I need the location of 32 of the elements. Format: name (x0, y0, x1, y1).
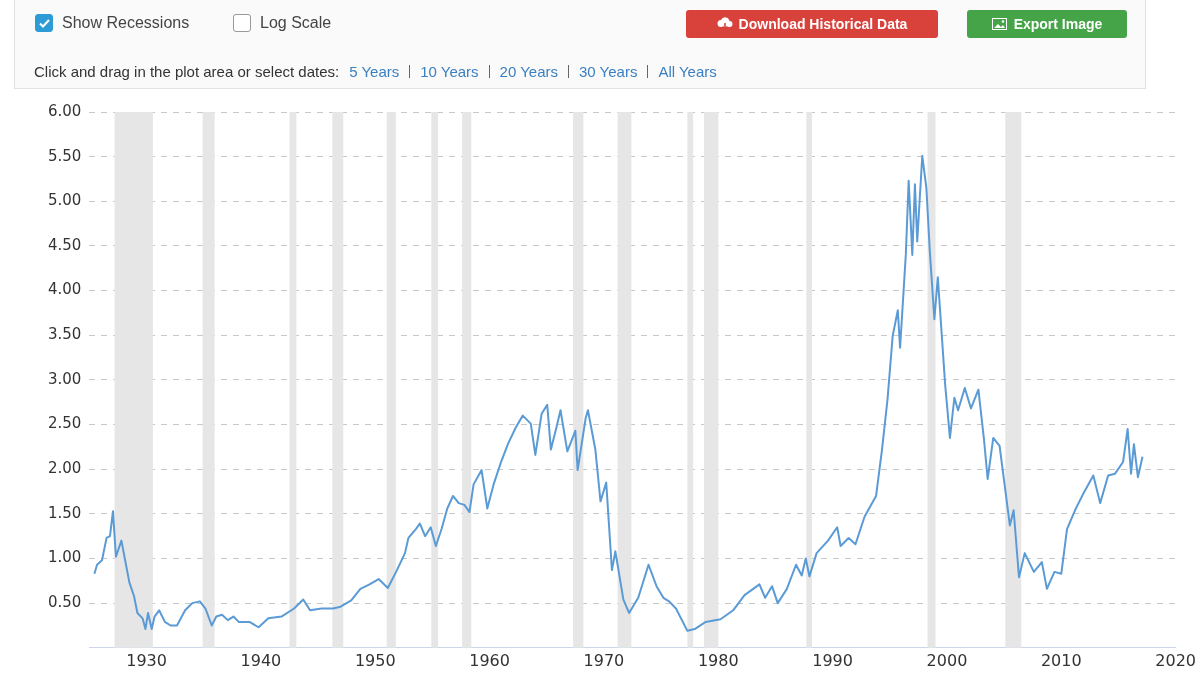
text: Export Image (1013, 16, 1103, 32)
y-tick-label: 6.00 (47, 101, 82, 120)
x-tick-label: 2020 (1155, 650, 1196, 670)
text: 5 Years (349, 63, 400, 80)
y-tick-label: 3.50 (47, 325, 82, 344)
text: 30 Years (579, 63, 638, 80)
text: Show Recessions (62, 14, 190, 32)
y-tick-label: 1.50 (47, 503, 82, 522)
text: 20 Years (499, 63, 558, 80)
y-tick-label: 1.00 (47, 548, 82, 567)
text: Download Historical Data (738, 16, 908, 32)
x-tick-label: 1970 (583, 650, 625, 670)
x-tick-label: 1930 (126, 650, 167, 670)
x-tick-label: 2000 (926, 650, 968, 670)
y-tick-label: 2.00 (47, 459, 82, 478)
x-tick-label: 1980 (697, 650, 739, 670)
y-tick-label: 2.50 (47, 414, 82, 433)
y-tick-label: 0.50 (47, 593, 82, 612)
text: Log Scale (260, 14, 332, 32)
y-tick-label: 5.00 (47, 191, 82, 210)
y-tick-label: 4.50 (47, 235, 82, 254)
x-tick-label: 1960 (469, 650, 510, 670)
x-tick-label: 1940 (240, 650, 282, 670)
y-tick-label: 3.00 (47, 369, 82, 388)
x-tick-label: 1950 (354, 650, 396, 670)
text: 10 Years (420, 63, 479, 80)
x-tick-label: 1990 (812, 650, 853, 670)
y-tick-label: 4.00 (47, 280, 82, 299)
text: All Years (658, 63, 717, 80)
y-tick-label: 5.50 (47, 146, 82, 165)
text: Click and drag in the plot area or select dates: (34, 63, 340, 80)
x-tick-label: 2010 (1040, 650, 1082, 670)
